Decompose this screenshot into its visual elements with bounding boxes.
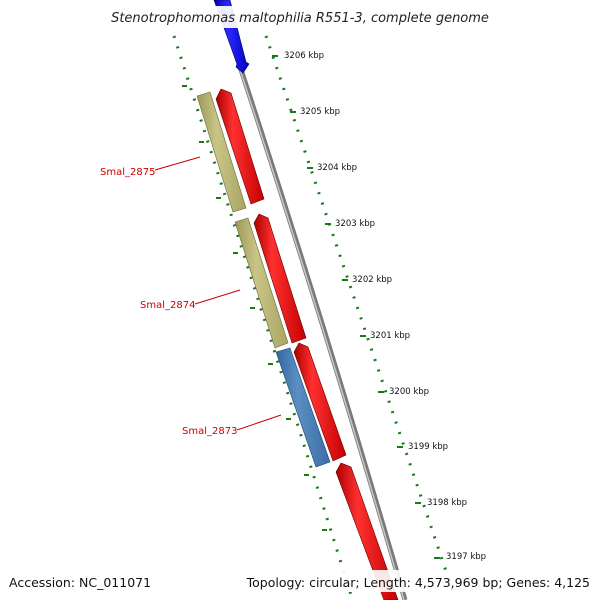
accession-text: Accession: NC_011071 xyxy=(9,575,151,590)
cds-arrow-red-2[interactable] xyxy=(253,213,307,344)
gene-label[interactable]: Smal_2874 xyxy=(140,300,195,311)
scale-tick-label: 3197 kbp xyxy=(446,552,486,562)
scale-arc-inner xyxy=(172,35,354,599)
feature-steel-blue[interactable] xyxy=(275,347,331,468)
gene-label[interactable]: Smal_2873 xyxy=(182,426,237,437)
scale-tick-label: 3203 kbp xyxy=(335,219,375,229)
scale-tick-label: 3200 kbp xyxy=(389,387,429,397)
title-backing xyxy=(96,6,504,28)
map-title: Stenotrophomonas maltophilia R551-3, com… xyxy=(111,11,489,26)
gene-callout-line xyxy=(236,414,282,431)
backbone-line xyxy=(215,0,408,600)
backbone-line-highlight xyxy=(216,0,405,600)
inner-ticks xyxy=(182,85,345,587)
cds-arrow-red-1[interactable] xyxy=(215,88,265,205)
outer-ticks xyxy=(272,55,440,559)
scale-arc-outer xyxy=(264,35,457,599)
scale-tick-label: 3201 kbp xyxy=(370,331,410,341)
scale-tick-label: 3198 kbp xyxy=(427,498,467,508)
scale-tick-label: 3206 kbp xyxy=(284,51,324,61)
gene-callout-line xyxy=(194,289,241,305)
feature-olive-1[interactable] xyxy=(196,91,247,213)
gene-label[interactable]: Smal_2875 xyxy=(100,167,155,178)
scale-tick-label: 3199 kbp xyxy=(408,442,448,452)
footer-backing xyxy=(0,570,600,592)
scale-tick-label: 3205 kbp xyxy=(300,107,340,117)
cds-arrow-red-3[interactable] xyxy=(293,342,347,462)
scale-tick-label: 3202 kbp xyxy=(352,275,392,285)
feature-olive-2[interactable] xyxy=(234,217,289,349)
gene-callout-line xyxy=(154,156,201,171)
genome-summary-text: Topology: circular; Length: 4,573,969 bp… xyxy=(246,575,590,590)
scale-tick-label: 3204 kbp xyxy=(317,163,357,173)
